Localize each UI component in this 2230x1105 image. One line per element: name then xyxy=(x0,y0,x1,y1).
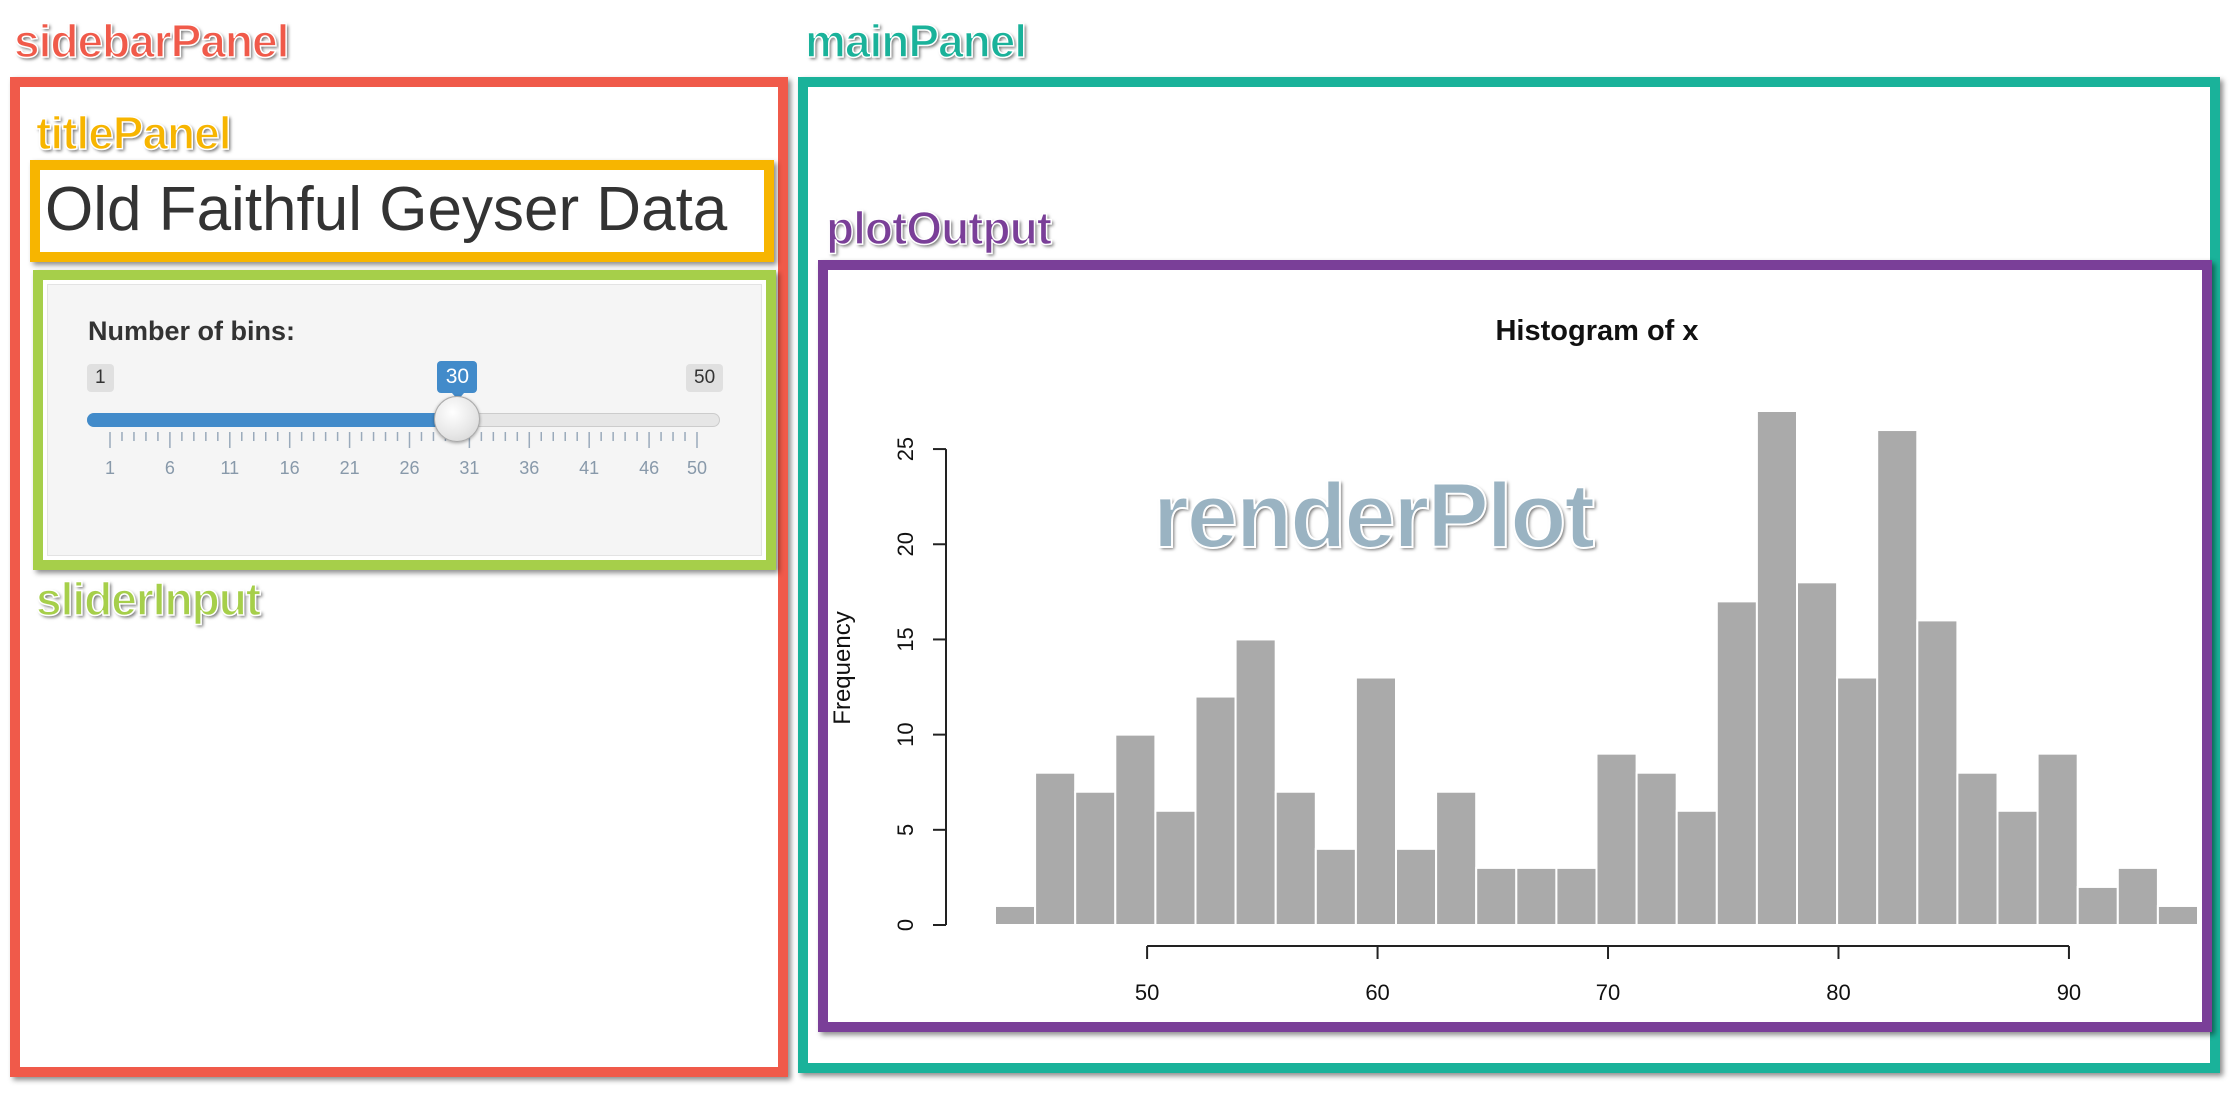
slider-label: Number of bins: xyxy=(88,316,295,346)
y-axis-label: Frequency xyxy=(829,611,856,724)
histogram-bar xyxy=(1515,866,1558,927)
histogram-bar xyxy=(1074,790,1117,926)
slider-tick-label: 41 xyxy=(579,458,599,478)
chart-title: Histogram of x xyxy=(1495,315,1698,347)
x-tick-label: 70 xyxy=(1596,980,1620,1005)
slider-tick-label: 50 xyxy=(687,458,707,478)
histogram-bar xyxy=(1996,809,2039,926)
y-tick-label: 0 xyxy=(893,919,918,931)
histogram-bar xyxy=(1836,676,1879,926)
y-tick-label: 5 xyxy=(893,824,918,836)
histogram-bar xyxy=(1435,790,1478,926)
plot-output-annotation: plotOutput xyxy=(825,202,1053,254)
x-tick-label: 90 xyxy=(2057,980,2081,1005)
histogram-bar xyxy=(1034,771,1077,926)
histogram-bar xyxy=(1956,771,1999,926)
histogram-bar xyxy=(1635,771,1678,926)
histogram-bar xyxy=(1475,866,1518,927)
slider-tick-label: 26 xyxy=(399,458,419,478)
histogram-bar xyxy=(1876,429,1919,926)
histogram-bar xyxy=(1555,866,1598,927)
x-tick-label: 50 xyxy=(1135,980,1159,1005)
slider-input-outline xyxy=(33,270,776,570)
histogram-bar xyxy=(1395,847,1438,927)
main-panel-annotation: mainPanel xyxy=(804,15,1028,67)
histogram-bar xyxy=(1595,752,1638,927)
histogram-bar xyxy=(2076,885,2119,926)
y-tick-label: 20 xyxy=(893,532,918,556)
histogram-bar xyxy=(2116,866,2159,927)
slider-tick-label: 21 xyxy=(340,458,360,478)
histogram-bar xyxy=(1796,581,1839,926)
slider-tick-label: 11 xyxy=(220,458,239,478)
slider-tick-label: 36 xyxy=(519,458,539,478)
slider-fill xyxy=(87,413,458,427)
histogram-bar xyxy=(2036,752,2079,927)
slider-input-annotation: sliderInput xyxy=(35,573,262,625)
y-tick-label: 25 xyxy=(893,437,918,461)
histogram-bar xyxy=(1755,410,1799,926)
histogram-bar xyxy=(994,904,1037,926)
slider-tick-label: 16 xyxy=(280,458,300,478)
slider-value-badge: 30 xyxy=(437,361,478,400)
x-tick-label: 80 xyxy=(1826,980,1850,1005)
histogram-bar xyxy=(2156,904,2199,926)
y-tick-label: 10 xyxy=(893,722,918,746)
x-tick-label: 60 xyxy=(1365,980,1389,1005)
histogram-bar xyxy=(1916,619,1959,926)
histogram-bar xyxy=(1314,847,1357,927)
histogram-bar xyxy=(1715,600,1758,926)
slider-max-badge: 50 xyxy=(686,364,724,392)
main-panel-outline xyxy=(798,77,2220,1073)
slider-handle[interactable] xyxy=(434,396,481,442)
y-tick-label: 15 xyxy=(893,627,918,651)
histogram-bar xyxy=(1194,695,1237,926)
histogram-bar xyxy=(1274,790,1317,926)
histogram-bar xyxy=(1114,733,1157,927)
histogram-bar xyxy=(1675,809,1718,926)
slider-min-badge: 1 xyxy=(87,364,114,392)
app-title: Old Faithful Geyser Data xyxy=(45,175,728,244)
slider-tick-label: 1 xyxy=(105,458,115,478)
sidebar-panel-annotation: sidebarPanel xyxy=(13,15,290,67)
histogram-bar xyxy=(1154,809,1197,926)
title-panel-annotation: titlePanel xyxy=(35,107,232,159)
histogram-bar xyxy=(1354,676,1398,926)
slider-tick-label: 31 xyxy=(459,458,479,478)
sidebar-panel-outline xyxy=(10,77,788,1077)
title-panel-outline xyxy=(30,160,774,262)
slider-tick-label: 46 xyxy=(639,458,659,478)
histogram-bar xyxy=(1234,638,1277,926)
render-plot-annotation: renderPlot xyxy=(1152,465,1596,567)
slider-tick-label: 6 xyxy=(165,458,175,478)
